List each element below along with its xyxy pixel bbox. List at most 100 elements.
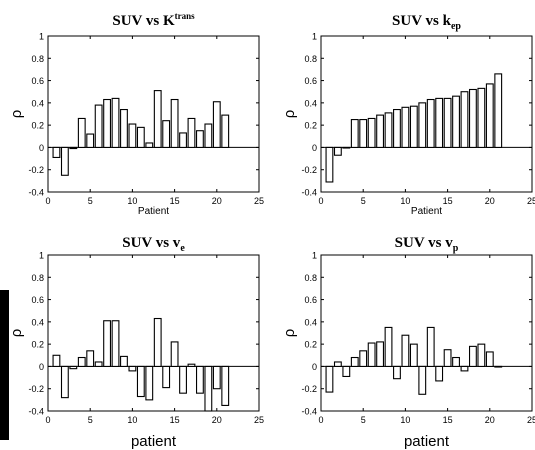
bar-patient-7 (376, 114, 385, 148)
bar-patient-10 (128, 123, 137, 148)
bar-patient-9 (393, 108, 401, 148)
chart-title: SUV vs ve (122, 235, 185, 254)
y-tick-label: 0.4 (304, 98, 317, 108)
bar-patient-5 (86, 133, 95, 148)
bar-patient-19 (204, 123, 213, 148)
bar-patient-3 (342, 365, 351, 378)
x-tick-label: 10 (400, 415, 410, 425)
x-tick-label: 15 (443, 415, 453, 425)
chart-title-subscript: p (453, 243, 459, 254)
bar-patient-5 (359, 350, 368, 367)
bar-patient-19 (204, 365, 213, 412)
x-tick-label: 20 (212, 196, 222, 206)
y-tick-label: 0.8 (31, 54, 44, 64)
bar-patient-5 (86, 350, 95, 367)
x-tick-label: 20 (212, 415, 222, 425)
chart-title-main: SUV vs k (392, 13, 452, 29)
chart-panel-4: SUV vs vp-0.4-0.200.20.40.60.810 5 10 15 20 2… (281, 235, 535, 450)
bar-patient-5 (359, 119, 368, 148)
bar-patient-12 (145, 365, 154, 401)
y-tick-label: 0.6 (304, 295, 317, 305)
bar-patient-13 (426, 326, 435, 367)
bar-patient-11 (409, 105, 418, 148)
bar-patient-6 (94, 104, 103, 148)
x-tick-label: 0 (318, 415, 323, 425)
y-tick-label: -0.2 (301, 384, 317, 394)
bar-patient-20 (212, 101, 221, 148)
bar-patient-11 (136, 126, 145, 148)
bar-patient-14 (435, 97, 444, 148)
side-marker-bar (0, 290, 9, 440)
bar-patient-2 (60, 146, 69, 176)
y-tick-label: 0 (312, 143, 317, 153)
chart-panel-1: SUV vs Ktrans-0.4-0.200.20.40.60.810 5 10 1… (8, 11, 264, 217)
bar-patient-12 (418, 102, 427, 148)
bar-patient-8 (111, 97, 120, 148)
x-tick-label: 0 (45, 196, 50, 206)
x-tick-label: 10 (127, 415, 137, 425)
y-axis-label: ρ (8, 110, 25, 119)
chart-title-subscript: ep (451, 21, 461, 32)
bar-patient-16 (452, 95, 460, 148)
bar-patient-12 (418, 365, 427, 395)
y-tick-label: 0 (39, 362, 44, 372)
x-axis-label: Patient (411, 206, 442, 217)
bar-patient-8 (384, 112, 393, 148)
bar-patient-1 (325, 146, 334, 183)
axes-box (320, 254, 533, 412)
x-tick-label: 5 (88, 196, 93, 206)
bar-patient-9 (393, 365, 401, 380)
y-tick-label: 0.6 (31, 295, 44, 305)
y-tick-label: 0.8 (304, 273, 317, 283)
bar-patient-1 (325, 365, 334, 393)
x-tick-label: 5 (361, 415, 366, 425)
bar-patient-13 (153, 317, 162, 367)
bar-patient-1 (52, 146, 61, 159)
bar-patient-7 (103, 320, 112, 367)
bar-patient-16 (179, 365, 187, 394)
chart-panel-3: SUV vs ve-0.4-0.200.20.40.60.810 5 10 15 20 2… (8, 235, 264, 450)
y-axis-label: ρ (281, 329, 298, 338)
x-tick-label: 0 (318, 196, 323, 206)
bar-patient-10 (128, 365, 137, 372)
x-tick-label: 10 (127, 196, 137, 206)
bar-patient-19 (477, 343, 486, 367)
y-tick-label: 0.2 (31, 340, 44, 350)
x-tick-label: 15 (443, 196, 453, 206)
y-tick-label: 0.8 (304, 54, 317, 64)
x-tick-label: 5 (88, 415, 93, 425)
bar-patient-20 (485, 351, 494, 367)
bar-patient-2 (60, 365, 69, 399)
axes-box (47, 35, 260, 193)
x-tick-label: 15 (170, 196, 180, 206)
x-tick-label: 20 (485, 415, 495, 425)
bar-patient-7 (103, 98, 112, 148)
chart-panel-2: SUV vs kep-0.4-0.200.20.40.60.810 5 10 15 20… (281, 13, 535, 217)
x-tick-label: 15 (170, 415, 180, 425)
bar-patient-10 (401, 334, 410, 367)
bar-patient-3 (69, 146, 78, 150)
bar-patient-15 (443, 349, 452, 367)
bar-patient-11 (136, 365, 145, 398)
x-tick-label: 20 (485, 196, 495, 206)
bar-patient-20 (212, 365, 221, 390)
x-axis-label: Patient (138, 206, 169, 217)
chart-title-main: SUV vs v (395, 235, 454, 251)
bar-patient-6 (367, 117, 376, 148)
bar-patient-9 (120, 108, 128, 148)
bar-patient-21 (494, 73, 503, 148)
x-axis-label: patient (404, 433, 450, 450)
bar-patient-8 (384, 326, 393, 367)
bar-patient-12 (145, 142, 154, 148)
x-axis-label: patient (131, 433, 177, 450)
y-axis-label: ρ (281, 110, 298, 119)
x-tick-label: 0 (45, 415, 50, 425)
y-tick-label: -0.2 (28, 165, 44, 175)
bar-patient-8 (111, 320, 120, 367)
bar-patient-3 (69, 365, 78, 370)
y-tick-label: 0.4 (304, 317, 317, 327)
bar-patient-4 (77, 356, 86, 367)
x-tick-label: 25 (254, 415, 264, 425)
bar-patient-21 (494, 365, 503, 368)
x-tick-label: 25 (254, 196, 264, 206)
